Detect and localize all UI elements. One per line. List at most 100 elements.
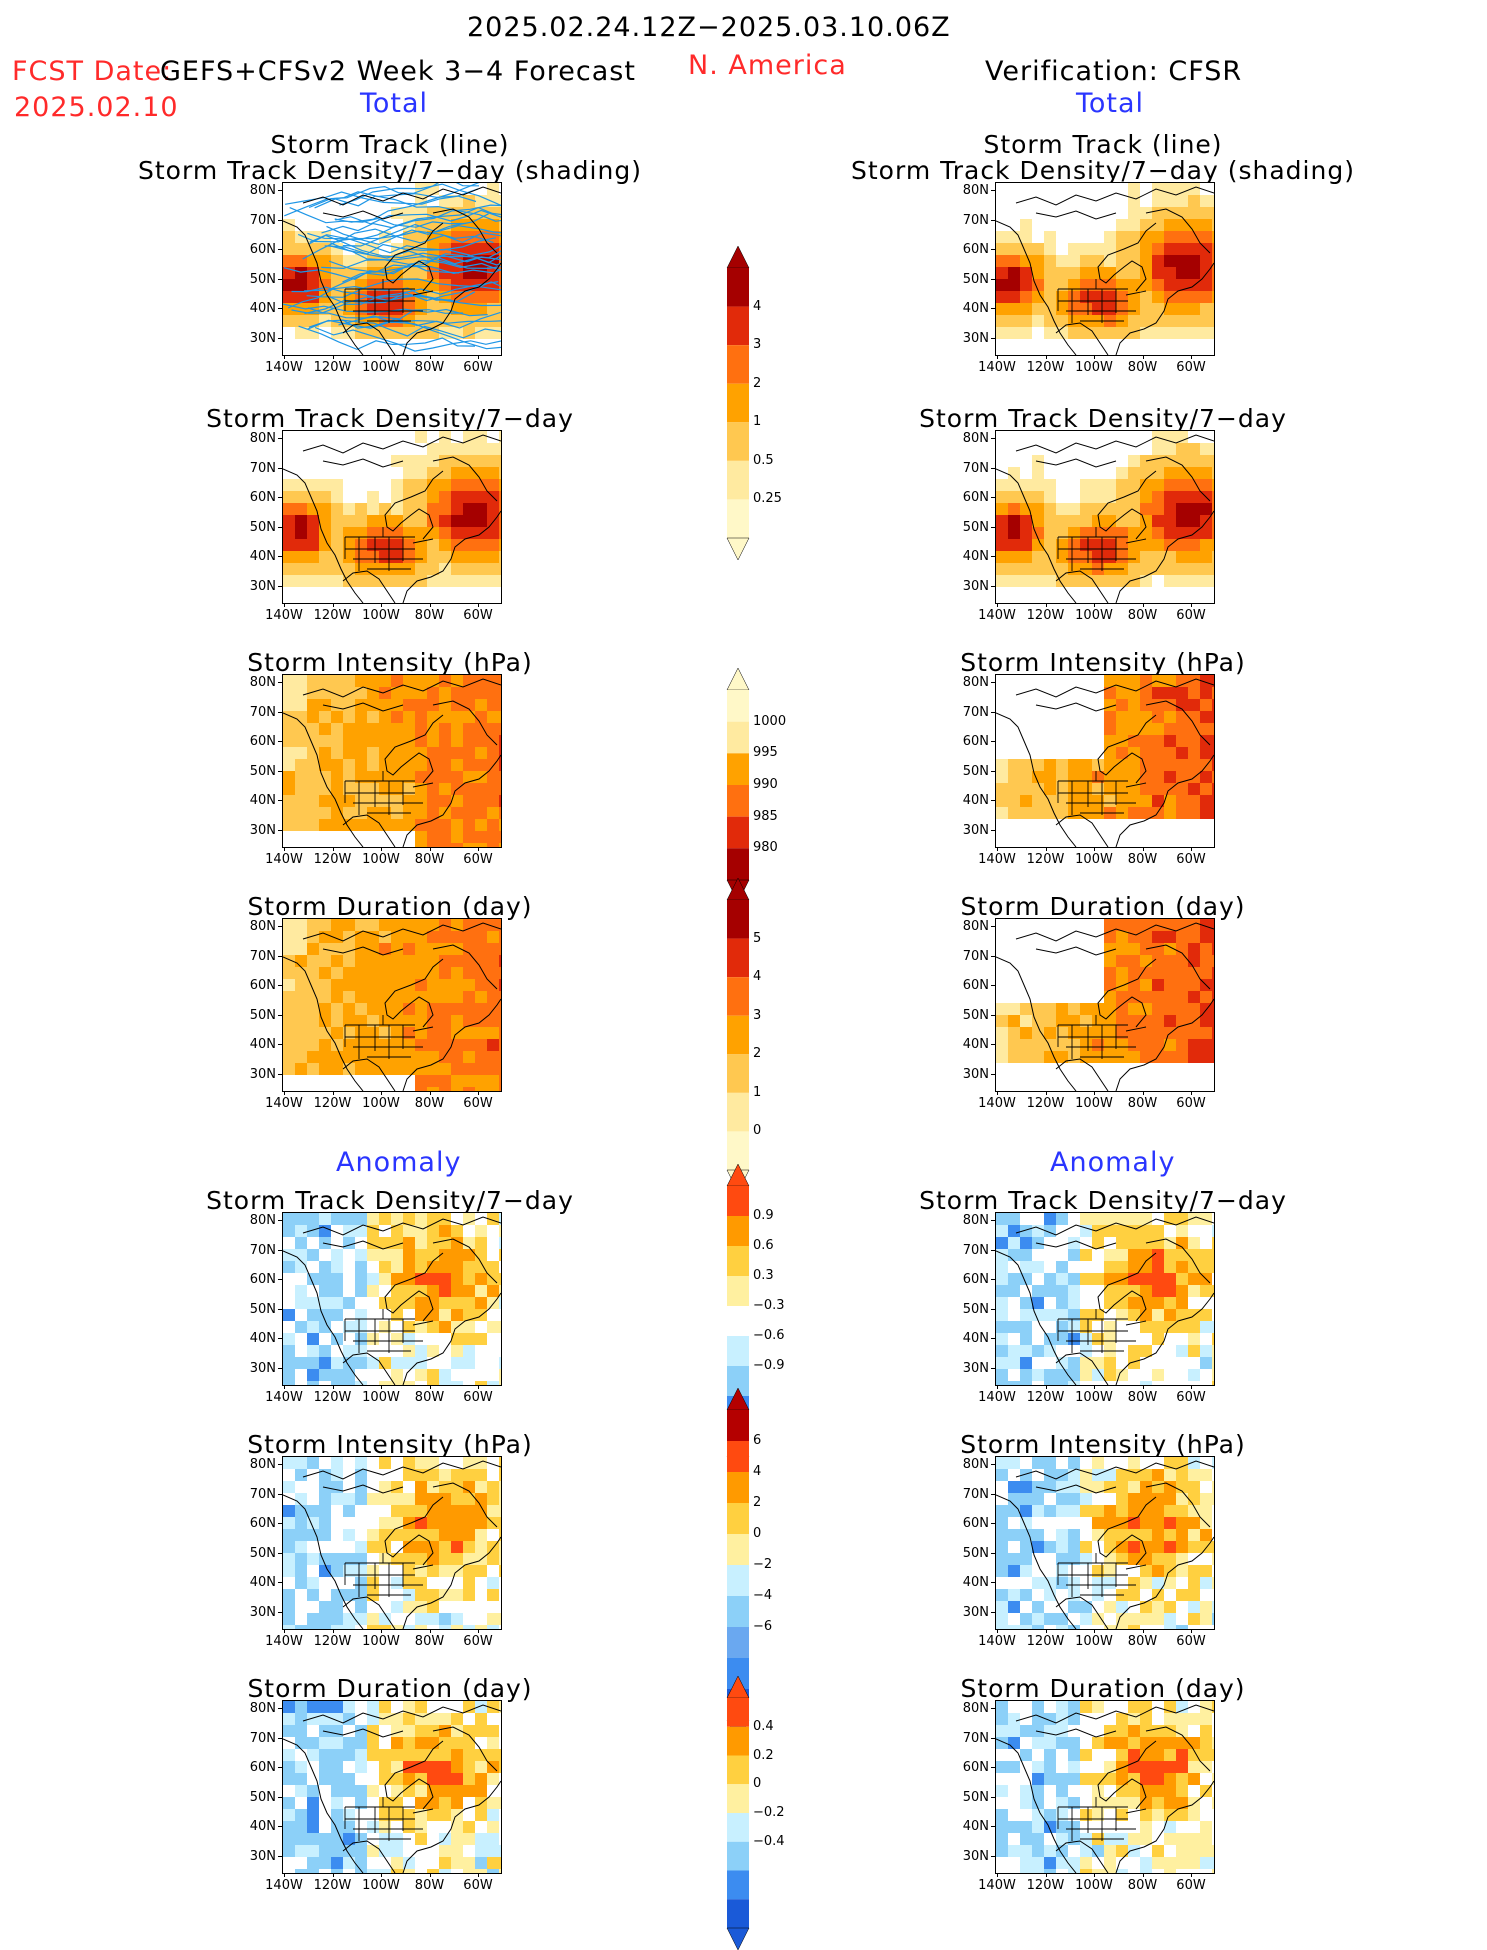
tick-mark bbox=[1142, 847, 1144, 851]
lon-tick-label: 100W bbox=[1075, 360, 1113, 375]
tick-mark bbox=[1191, 1091, 1192, 1095]
colorbar-label: 1000 bbox=[753, 713, 787, 729]
lon-tick-label: 100W bbox=[362, 1096, 400, 1111]
lat-tick-label: 40N bbox=[249, 1331, 276, 1346]
region-title: N. America bbox=[688, 50, 847, 81]
tick-mark bbox=[991, 1279, 995, 1280]
tick-mark bbox=[381, 1873, 382, 1877]
tick-mark bbox=[1142, 1091, 1144, 1095]
tick-mark bbox=[997, 1091, 998, 1095]
tick-mark bbox=[332, 1091, 334, 1095]
tick-mark bbox=[1094, 1629, 1095, 1633]
tick-mark bbox=[991, 585, 995, 587]
tick-mark bbox=[478, 847, 479, 851]
lat-tick-label: 30N bbox=[249, 578, 276, 594]
lon-tick-label: 140W bbox=[265, 852, 303, 867]
lon-tick-label: 100W bbox=[1075, 1096, 1113, 1111]
tick-mark bbox=[1191, 1629, 1192, 1633]
colorbar-label: 1 bbox=[753, 414, 762, 430]
tick-mark bbox=[991, 1826, 995, 1827]
tick-mark bbox=[278, 1523, 282, 1524]
lat-tick-label: 70N bbox=[249, 1486, 276, 1502]
tick-mark bbox=[284, 1385, 285, 1389]
tick-mark bbox=[429, 1385, 431, 1389]
lon-tick-label: 60W bbox=[1176, 608, 1206, 623]
lat-tick-label: 60N bbox=[962, 734, 989, 749]
lat-tick-label: 80N bbox=[249, 1213, 276, 1228]
tick-mark bbox=[284, 1629, 285, 1633]
lon-tick-label: 120W bbox=[313, 360, 352, 375]
panel-title: Storm Intensity (hPa) bbox=[247, 1430, 533, 1459]
tick-mark bbox=[991, 770, 995, 772]
tick-mark bbox=[991, 1338, 995, 1339]
map-plot bbox=[282, 1700, 502, 1874]
lat-tick-label: 40N bbox=[962, 301, 989, 316]
map-plot bbox=[995, 1700, 1215, 1874]
lon-tick-label: 80W bbox=[1127, 1096, 1158, 1111]
map-plot bbox=[282, 1212, 502, 1386]
lon-tick-label: 80W bbox=[414, 360, 445, 375]
lon-tick-label: 60W bbox=[463, 1878, 493, 1893]
tick-mark bbox=[278, 1044, 282, 1045]
tick-mark bbox=[1191, 603, 1192, 607]
colorbar-label: 0.5 bbox=[753, 452, 774, 468]
tick-mark bbox=[991, 1611, 995, 1613]
panel-title: Storm Track Density/7−day bbox=[206, 1186, 574, 1215]
colorbar-label: −6 bbox=[753, 1619, 773, 1634]
lat-tick-label: 60N bbox=[249, 978, 276, 993]
lat-tick-label: 50N bbox=[962, 1301, 989, 1317]
colorbar-label: −0.9 bbox=[753, 1358, 785, 1373]
colorbar-label: 0 bbox=[753, 1123, 762, 1139]
tick-mark bbox=[278, 1767, 282, 1768]
tick-mark bbox=[991, 337, 995, 339]
lat-tick-label: 60N bbox=[962, 1516, 989, 1531]
tick-mark bbox=[278, 985, 282, 986]
tick-mark bbox=[991, 1220, 995, 1221]
lat-tick-label: 70N bbox=[249, 704, 276, 720]
tick-mark bbox=[284, 355, 285, 359]
tick-mark bbox=[991, 1493, 995, 1495]
map-plot bbox=[995, 1212, 1215, 1386]
tick-mark bbox=[997, 1629, 998, 1633]
tick-mark bbox=[332, 1873, 334, 1877]
tick-mark bbox=[429, 1629, 431, 1633]
panel-title: Storm Intensity (hPa) bbox=[960, 648, 1246, 677]
lat-tick-label: 60N bbox=[962, 490, 989, 505]
tick-mark bbox=[991, 682, 995, 683]
tick-mark bbox=[284, 847, 285, 851]
tick-mark bbox=[278, 497, 282, 498]
lat-tick-label: 40N bbox=[249, 301, 276, 316]
tick-mark bbox=[278, 1220, 282, 1221]
tick-mark bbox=[1094, 1091, 1095, 1095]
lat-tick-label: 30N bbox=[249, 330, 276, 346]
lat-tick-label: 80N bbox=[249, 431, 276, 446]
lon-tick-label: 100W bbox=[1075, 852, 1113, 867]
verification-label: Verification: CFSR bbox=[985, 56, 1243, 87]
tick-mark bbox=[1045, 847, 1047, 851]
lat-tick-label: 50N bbox=[962, 1545, 989, 1561]
lat-tick-label: 50N bbox=[962, 763, 989, 779]
colorbar-label: 0.4 bbox=[753, 1718, 774, 1734]
lon-tick-label: 100W bbox=[362, 360, 400, 375]
tick-mark bbox=[278, 1737, 282, 1739]
lat-tick-label: 60N bbox=[962, 242, 989, 257]
colorbar-label: 0.25 bbox=[753, 491, 782, 507]
panel-title: Storm Track (line) bbox=[983, 130, 1223, 159]
lon-tick-label: 140W bbox=[978, 852, 1016, 867]
lon-tick-label: 120W bbox=[313, 1390, 352, 1405]
tick-mark bbox=[1094, 603, 1095, 607]
lat-tick-label: 70N bbox=[249, 948, 276, 964]
map-plot bbox=[282, 1456, 502, 1630]
map-plot bbox=[282, 182, 502, 356]
tick-mark bbox=[1094, 355, 1095, 359]
fcst-date: 2025.02.10 bbox=[14, 92, 179, 123]
lat-tick-label: 60N bbox=[962, 1272, 989, 1287]
lon-tick-label: 60W bbox=[1176, 1634, 1206, 1649]
tick-mark bbox=[278, 526, 282, 528]
tick-mark bbox=[278, 1308, 282, 1310]
tick-mark bbox=[1191, 847, 1192, 851]
map-plot bbox=[282, 430, 502, 604]
tick-mark bbox=[991, 556, 995, 557]
tick-mark bbox=[381, 1385, 382, 1389]
lon-tick-label: 60W bbox=[1176, 360, 1206, 375]
